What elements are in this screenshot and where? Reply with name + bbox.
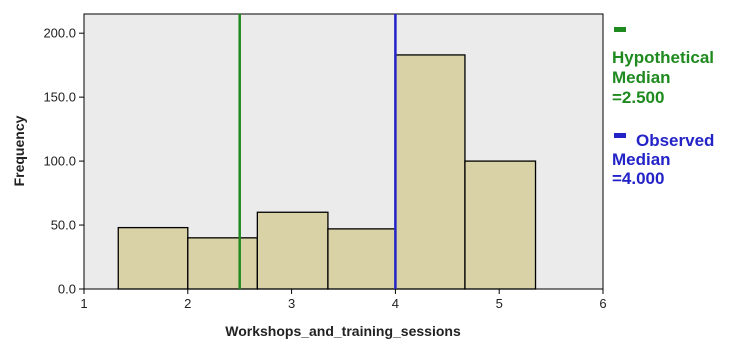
legend-label-line: Median (612, 68, 671, 87)
legend-label-line: Median (612, 150, 671, 169)
y-tick-label: 50.0 (51, 218, 76, 233)
x-tick-label: 4 (392, 296, 399, 311)
reference-lines (238, 14, 397, 289)
x-tick-label: 1 (80, 296, 87, 311)
legend-swatch-2 (614, 133, 626, 138)
histogram-bar-6 (464, 160, 537, 290)
y-axis-title: Frequency (11, 115, 27, 186)
histogram-bar-1 (117, 226, 189, 290)
y-tick-label: 200.0 (43, 26, 76, 41)
histogram-bar-4 (327, 228, 397, 290)
x-tick-label: 6 (599, 296, 606, 311)
histogram-bar-5 (394, 54, 466, 290)
bars-group (117, 54, 537, 290)
x-axis-title: Workshops_and_training_sessions (225, 323, 461, 339)
legend: HypotheticalMedian=2.500ObservedMedian=4… (612, 27, 714, 188)
legend-label-line: Observed (636, 131, 714, 150)
x-axis-ticks: 1 2 3 4 5 6 (80, 289, 607, 311)
x-tick-label: 5 (496, 296, 503, 311)
y-tick-label: 150.0 (43, 90, 76, 105)
y-axis-ticks: 0.0 50.0 100.0 150.0 200.0 (43, 26, 84, 297)
y-tick-label: 100.0 (43, 154, 76, 169)
x-tick-label: 3 (288, 296, 295, 311)
x-tick-label: 2 (184, 296, 191, 311)
y-tick-label: 0.0 (58, 282, 76, 297)
histogram-bar-3 (256, 211, 329, 290)
histogram-bar-2 (187, 237, 258, 290)
legend-label-line: Hypothetical (612, 48, 714, 67)
legend-swatch-1 (614, 27, 626, 32)
legend-label-line: =4.000 (612, 169, 664, 188)
legend-label-line: =2.500 (612, 88, 664, 107)
